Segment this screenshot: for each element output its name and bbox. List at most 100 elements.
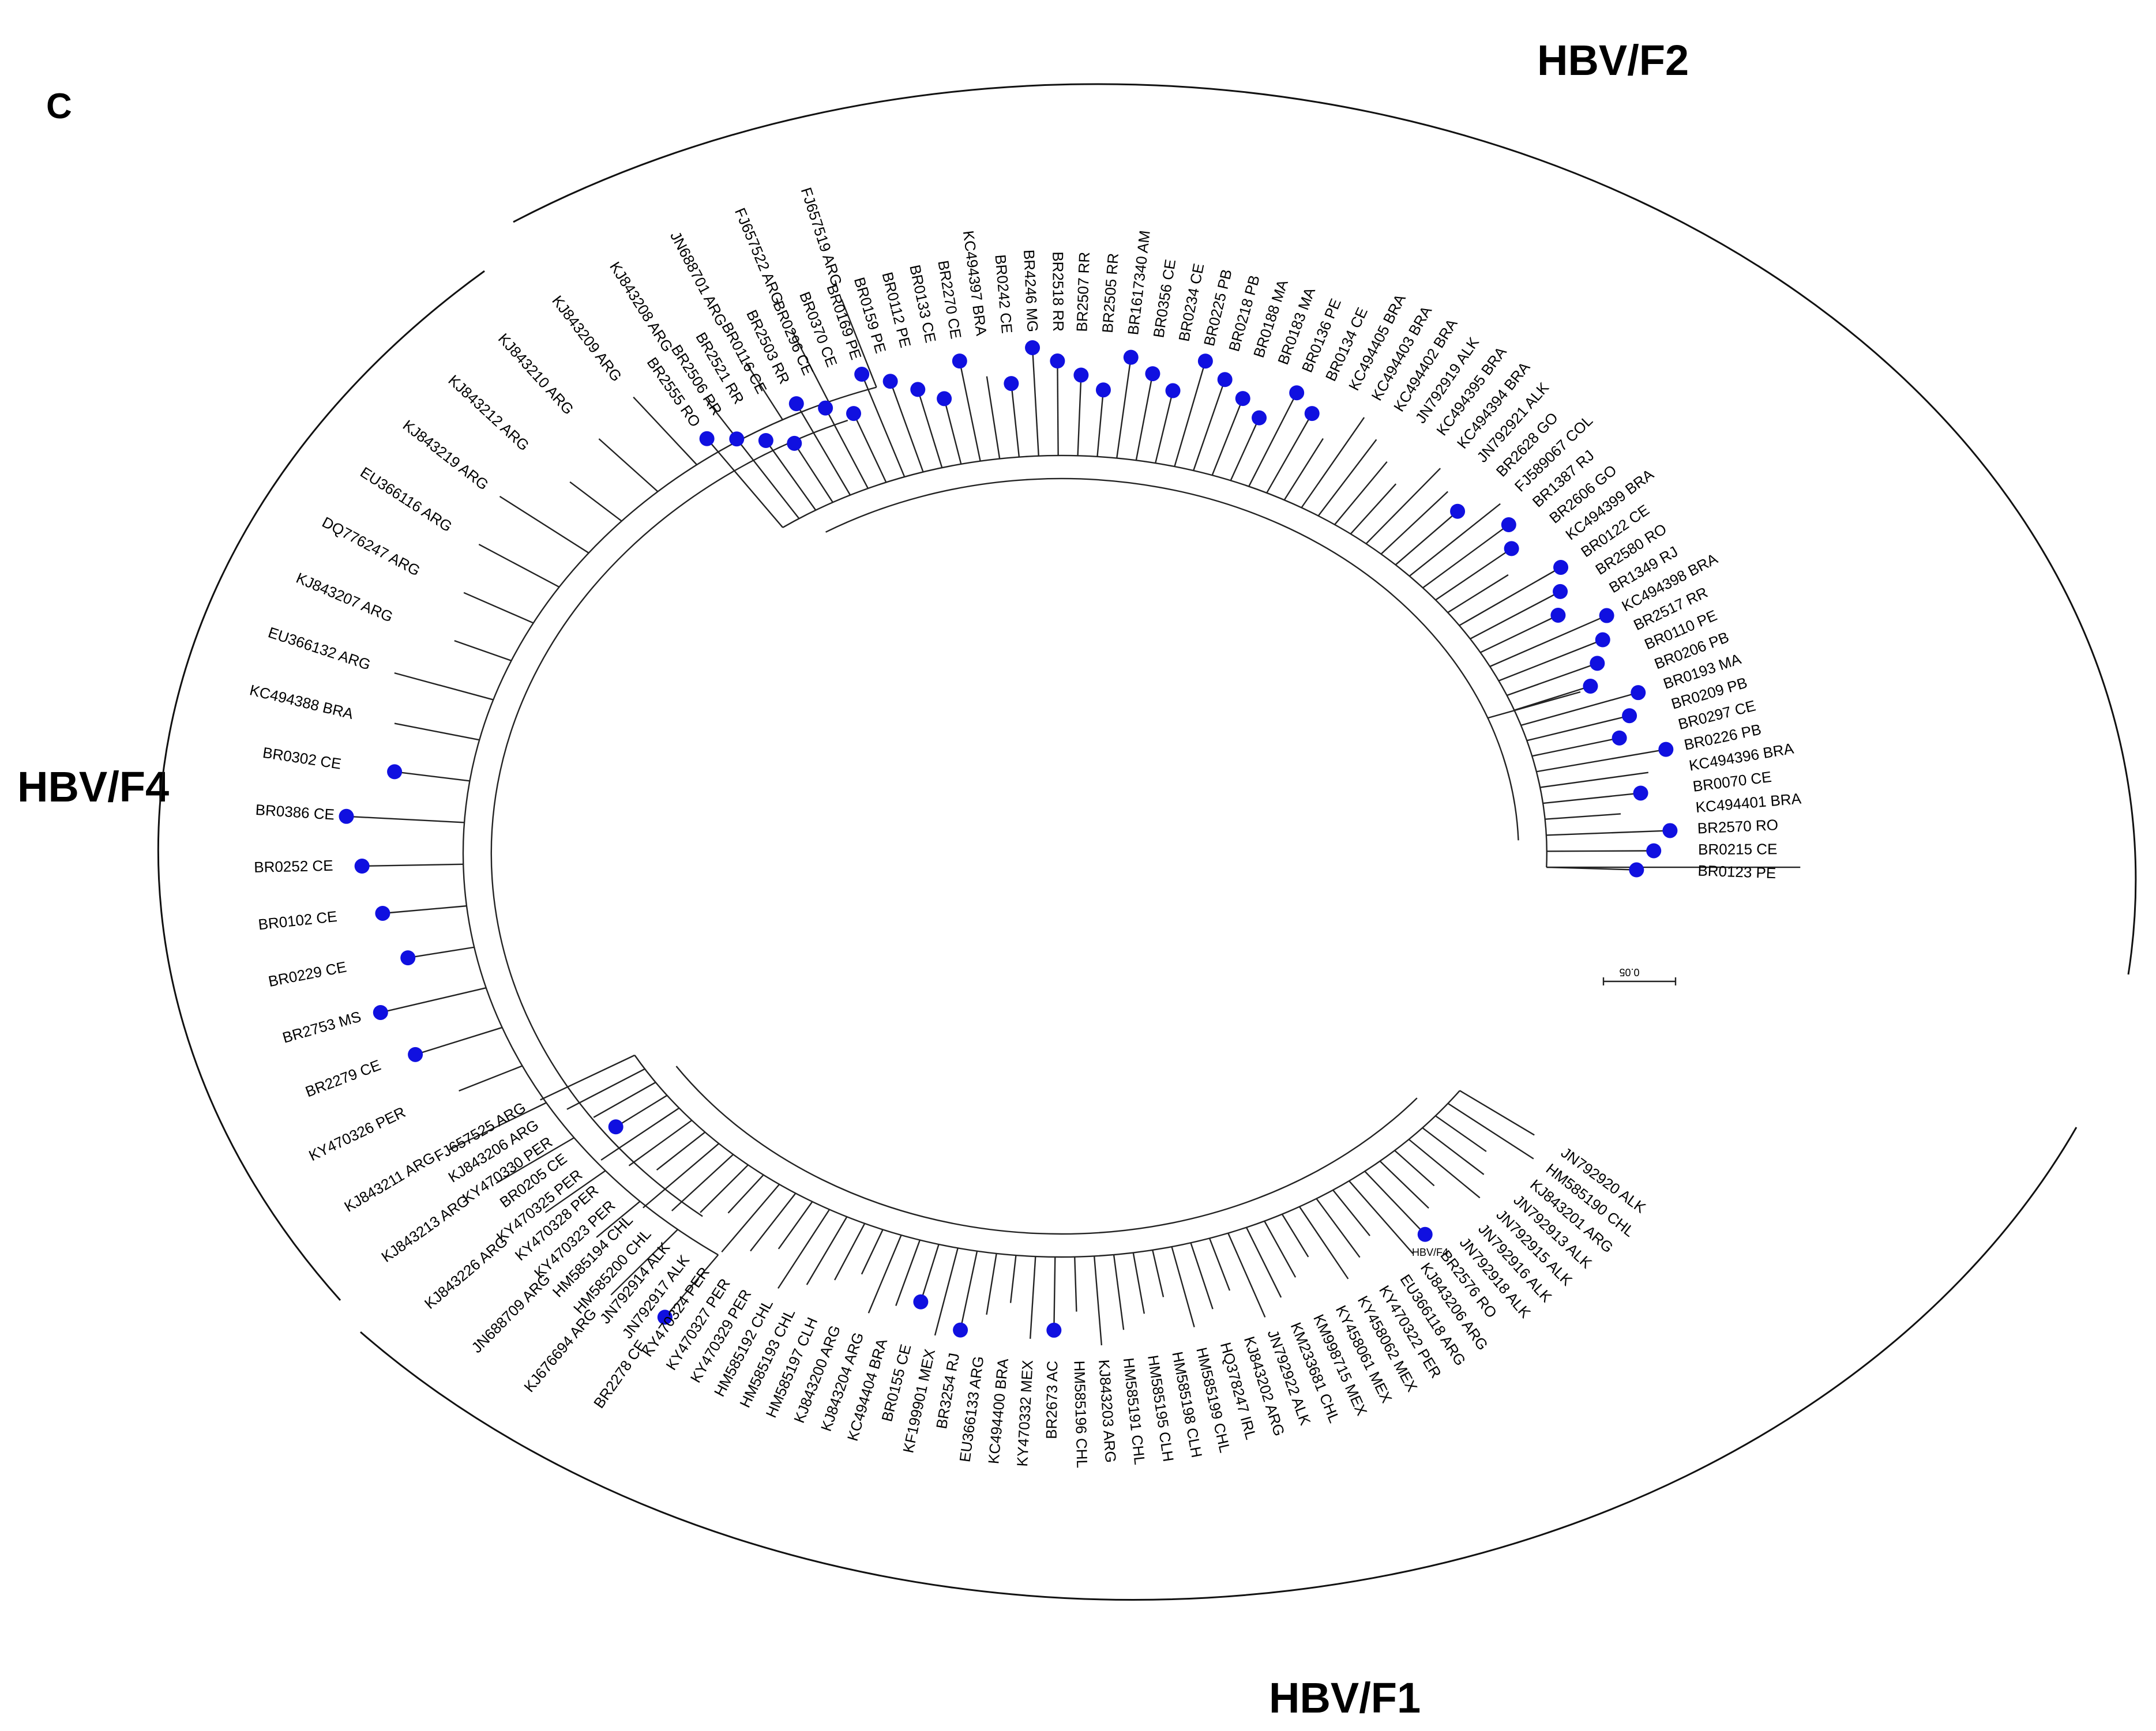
sample-marker-icon bbox=[854, 367, 870, 382]
sample-marker-icon bbox=[373, 1004, 388, 1020]
tree-branch bbox=[1266, 417, 1310, 494]
sample-marker-icon bbox=[657, 1309, 673, 1325]
sample-marker-icon bbox=[1304, 406, 1320, 422]
tree-branch bbox=[750, 1192, 797, 1252]
tree-branch bbox=[921, 1244, 940, 1298]
tree-branch bbox=[855, 417, 887, 483]
tree-branch bbox=[394, 672, 494, 701]
tree-branch bbox=[1379, 1160, 1429, 1209]
sample-marker-icon bbox=[1004, 376, 1019, 392]
backbone-inner-arc-f2 bbox=[825, 477, 1519, 841]
tree-branch bbox=[1459, 569, 1557, 626]
sample-marker-icon bbox=[1504, 541, 1519, 556]
tree-branch bbox=[499, 495, 589, 554]
clade-arc-f2 bbox=[513, 83, 2137, 975]
sample-marker-icon bbox=[758, 432, 773, 448]
sample-marker-icon bbox=[952, 353, 967, 369]
tree-branch bbox=[619, 1094, 668, 1125]
tree-branch bbox=[1155, 395, 1173, 464]
sample-marker-icon bbox=[1417, 1226, 1433, 1242]
sample-marker-icon bbox=[1235, 391, 1250, 407]
sample-marker-icon bbox=[1073, 367, 1089, 383]
tree-branch bbox=[709, 442, 784, 528]
sample-marker-icon bbox=[1629, 862, 1644, 878]
sample-marker-icon bbox=[1590, 656, 1605, 671]
tree-branch bbox=[540, 1054, 635, 1101]
tree-branch bbox=[1459, 1090, 1535, 1136]
tree-branch bbox=[569, 481, 622, 522]
tree-branch bbox=[1152, 1250, 1165, 1297]
tree-branch bbox=[1135, 378, 1153, 461]
tree-branch bbox=[478, 544, 560, 588]
tree-branch bbox=[1498, 641, 1598, 682]
clade-arc-f4 bbox=[157, 270, 485, 1301]
tree-branch bbox=[1227, 1233, 1266, 1318]
sample-marker-icon bbox=[608, 1119, 623, 1135]
tree-branch bbox=[1349, 1180, 1414, 1254]
tree-leaf: HM585196 CHL bbox=[1071, 1360, 1091, 1468]
tree-branch bbox=[1132, 1252, 1145, 1314]
tree-branches bbox=[352, 299, 1801, 1346]
sample-marker-icon bbox=[1622, 708, 1637, 724]
tree-branch bbox=[934, 1248, 959, 1336]
tree-branch bbox=[986, 376, 1001, 459]
tree-branch bbox=[1171, 1246, 1195, 1327]
sample-marker-icon bbox=[400, 950, 416, 966]
tree-branch bbox=[1245, 1227, 1282, 1298]
tree-branch bbox=[1190, 1243, 1214, 1309]
tree-branch bbox=[1350, 483, 1397, 535]
tree-branch bbox=[1264, 1221, 1297, 1278]
tree-branch bbox=[1029, 1256, 1036, 1339]
tree-branch bbox=[1174, 365, 1205, 467]
tree-branch bbox=[1380, 491, 1449, 555]
sample-marker-icon bbox=[1553, 559, 1569, 575]
tree-branch bbox=[463, 592, 534, 624]
sample-marker-icon bbox=[1197, 353, 1213, 369]
tree-leaf-label: BR0123 PE bbox=[1697, 861, 1776, 882]
sample-marker-icon bbox=[1631, 685, 1646, 701]
tree-branch bbox=[1193, 383, 1225, 471]
backbone-inner-arc-f4 bbox=[490, 419, 848, 1217]
tree-branch bbox=[960, 365, 981, 461]
tree-branch bbox=[643, 1143, 720, 1209]
tree-branch bbox=[1546, 830, 1665, 836]
tree-branch bbox=[593, 1082, 656, 1118]
tree-branch bbox=[1546, 850, 1648, 852]
tree-branch bbox=[367, 863, 464, 867]
sample-marker-icon bbox=[1612, 730, 1627, 746]
tree-branch bbox=[796, 447, 833, 503]
tree-branch bbox=[861, 1229, 884, 1275]
tree-branch bbox=[1489, 617, 1602, 667]
sample-marker-icon bbox=[787, 435, 802, 451]
tree-branch bbox=[1208, 1238, 1231, 1291]
tree-branch bbox=[1334, 461, 1388, 525]
clade-title-f2: HBV/F2 bbox=[1537, 36, 1689, 84]
tree-leaf-label: BR2507 RR bbox=[1073, 251, 1093, 332]
tree-branch bbox=[1435, 1115, 1487, 1152]
clade-title-f4: HBV/F4 bbox=[17, 763, 169, 811]
sample-marker-icon bbox=[910, 382, 926, 397]
sample-marker-icon bbox=[913, 1294, 929, 1309]
sample-marker-icon bbox=[1165, 383, 1181, 398]
sample-marker-icon bbox=[937, 391, 952, 407]
sample-marker-icon bbox=[1252, 410, 1267, 426]
sample-marker-icon bbox=[1046, 1322, 1062, 1338]
backbone-inner-arc-f1 bbox=[675, 1066, 1418, 1235]
tree-branch bbox=[394, 722, 480, 741]
tree-leaf: BR0123 PE bbox=[1629, 861, 1776, 882]
tree-branch bbox=[1408, 503, 1501, 577]
tree-branch bbox=[400, 772, 470, 782]
tree-branch bbox=[667, 1254, 719, 1314]
tree-branch bbox=[495, 1137, 574, 1184]
scale-bar: 0.05 bbox=[1602, 966, 1677, 985]
sample-marker-icon bbox=[1553, 584, 1568, 599]
sample-marker-icon bbox=[1662, 823, 1678, 838]
sample-marker-icon bbox=[1595, 632, 1610, 648]
tree-leaf: BR0252 CE bbox=[254, 857, 370, 876]
tree-branch bbox=[739, 442, 800, 520]
tree-branch bbox=[385, 987, 487, 1012]
sample-marker-icon bbox=[699, 431, 715, 446]
tree-branch bbox=[566, 1068, 645, 1110]
tree-branch bbox=[413, 946, 475, 958]
tree-branch bbox=[1470, 593, 1556, 639]
